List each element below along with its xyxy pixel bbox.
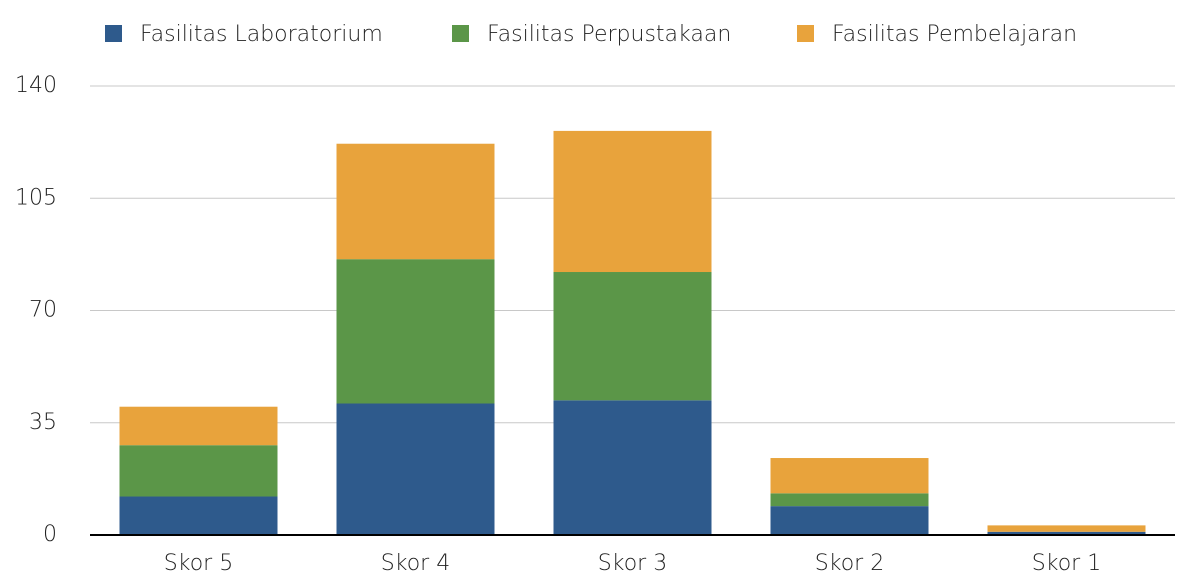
bar-segment: [553, 400, 712, 535]
bar-segment: [119, 445, 278, 497]
y-tick-label: 35: [29, 410, 57, 435]
bar-segment: [553, 272, 712, 401]
legend-label: Fasilitas Laboratorium: [140, 22, 383, 47]
bar-segment: [336, 143, 495, 260]
legend-swatch: [452, 25, 469, 42]
bar-segment: [770, 458, 929, 494]
x-tick-label: Skor 1: [1032, 551, 1101, 576]
bar-segment: [770, 506, 929, 535]
bar-segment: [119, 406, 278, 446]
bar-segment: [336, 403, 495, 535]
bar-segment: [770, 493, 929, 507]
y-tick-label: 140: [15, 73, 57, 98]
y-tick-label: 105: [15, 185, 57, 210]
x-tick-label: Skor 3: [598, 551, 667, 576]
x-tick-label: Skor 5: [164, 551, 233, 576]
y-tick-label: 0: [43, 522, 57, 547]
legend-swatch: [105, 25, 122, 42]
bar-segment: [987, 531, 1146, 535]
y-tick-label: 70: [29, 298, 57, 323]
bar-segment: [987, 525, 1146, 532]
bar-segment: [119, 496, 278, 535]
legend-label: Fasilitas Perpustakaan: [487, 22, 731, 47]
x-tick-label: Skor 2: [815, 551, 884, 576]
bar-segment: [336, 259, 495, 404]
x-tick-label: Skor 4: [381, 551, 450, 576]
legend-swatch: [797, 25, 814, 42]
legend-label: Fasilitas Pembelajaran: [832, 22, 1077, 47]
bar-segment: [553, 130, 712, 273]
